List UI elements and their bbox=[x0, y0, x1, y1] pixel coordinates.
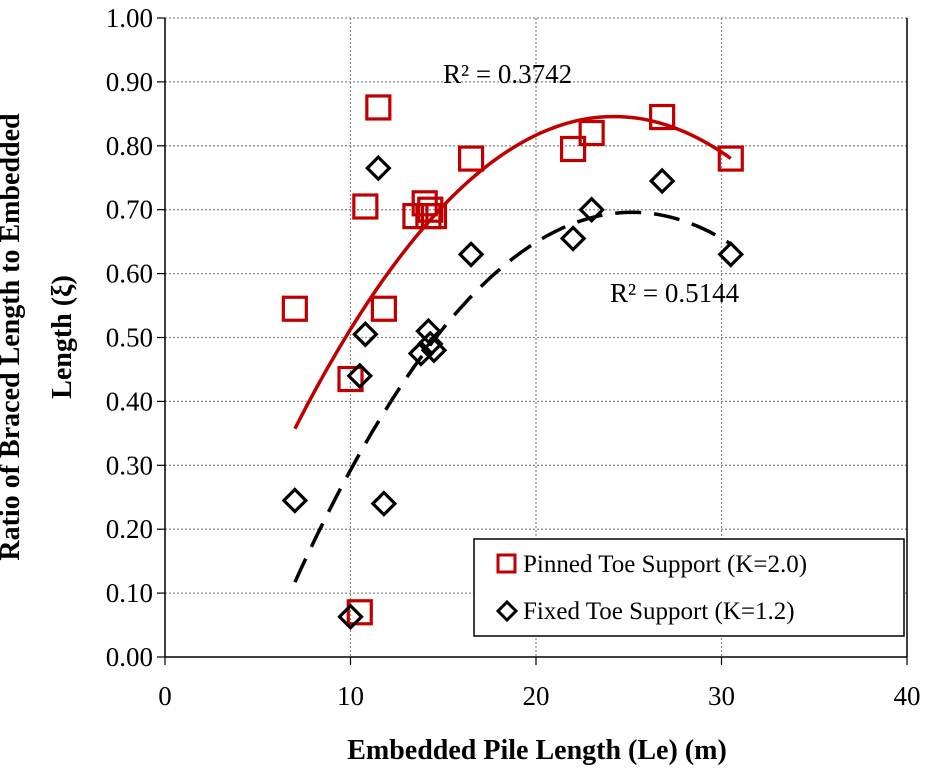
y-tick-label: 0.80 bbox=[106, 131, 153, 161]
y-tick-label: 0.10 bbox=[106, 578, 153, 608]
y-tick-label: 0.40 bbox=[106, 386, 153, 416]
y-tick-label: 0.50 bbox=[106, 323, 153, 353]
x-tick-label: 20 bbox=[523, 681, 550, 711]
data-point-pinned bbox=[370, 295, 397, 322]
data-point-fixed bbox=[415, 317, 442, 345]
data-point-pinned bbox=[365, 94, 392, 121]
legend-marker-fixed bbox=[495, 599, 519, 623]
data-point-pinned bbox=[420, 202, 448, 230]
y-axis-title: Ratio of Braced Length to Embedded Lengt… bbox=[0, 113, 78, 561]
y-tick-label: 0.00 bbox=[106, 642, 153, 672]
legend-label-pinned: Pinned Toe Support (K=2.0) bbox=[523, 551, 807, 578]
y-tick-label: 0.90 bbox=[106, 67, 153, 97]
data-point-pinned bbox=[578, 119, 605, 147]
r2-label-fixed: R² = 0.5144 bbox=[610, 278, 740, 308]
data-point-fixed bbox=[578, 196, 605, 223]
y-axis-title-line2: Length (ξ) bbox=[47, 275, 78, 399]
data-point-fixed bbox=[559, 225, 587, 252]
data-point-pinned bbox=[717, 145, 744, 172]
plot-frame bbox=[157, 17, 908, 665]
trendlines bbox=[293, 114, 732, 583]
tick-labels: 0.00 0.10 0.20 0.30 0.40 0.50 0.60 0.70 0.80 0.90… bbox=[106, 3, 921, 711]
data-point-fixed bbox=[365, 154, 392, 182]
data-point-pinned bbox=[417, 196, 444, 223]
data-point-pinned bbox=[649, 103, 676, 131]
data-point-pinned bbox=[346, 599, 373, 626]
data-point-fixed bbox=[337, 603, 364, 631]
legend-marker-pinned bbox=[496, 553, 517, 574]
data-point-pinned bbox=[281, 295, 308, 322]
y-tick-label: 1.00 bbox=[106, 3, 153, 33]
data-point-pinned bbox=[559, 135, 587, 163]
y-tick-label: 0.30 bbox=[106, 450, 153, 480]
x-tick-label: 10 bbox=[337, 681, 364, 711]
trendline-pinned bbox=[293, 114, 732, 430]
data-point-fixed bbox=[281, 487, 309, 514]
data-point-fixed bbox=[417, 330, 444, 358]
data-point-fixed bbox=[648, 167, 676, 195]
data-point-pinned bbox=[352, 193, 379, 220]
legend: Pinned Toe Support (K=2.0) Fixed Toe Sup… bbox=[473, 538, 905, 637]
data-point-fixed bbox=[407, 340, 435, 367]
data-point-fixed bbox=[420, 337, 448, 364]
trendline-fixed bbox=[293, 210, 732, 583]
data-point-fixed bbox=[346, 362, 374, 390]
data-point-fixed bbox=[370, 490, 398, 517]
data-point-fixed bbox=[352, 321, 379, 348]
x-axis-title: Embedded Pile Length (Le) (m) bbox=[347, 735, 727, 766]
legend-box bbox=[473, 538, 905, 637]
data-point-fixed bbox=[717, 241, 745, 268]
x-tick-label: 0 bbox=[158, 681, 172, 711]
data-point-pinned bbox=[337, 365, 364, 393]
data-point-fixed bbox=[457, 241, 485, 268]
r2-label-pinned: R² = 0.3742 bbox=[443, 59, 572, 89]
y-tick-label: 0.70 bbox=[106, 195, 153, 225]
x-tick-label: 40 bbox=[894, 681, 921, 711]
y-tick-label: 0.20 bbox=[106, 514, 153, 544]
markers bbox=[281, 94, 745, 631]
y-axis-title-line1: Ratio of Braced Length to Embedded bbox=[0, 113, 26, 561]
y-tick-label: 0.60 bbox=[106, 259, 153, 289]
x-tick-label: 30 bbox=[708, 681, 735, 711]
legend-label-fixed: Fixed Toe Support (K=1.2) bbox=[523, 598, 795, 625]
data-point-pinned bbox=[457, 145, 485, 172]
